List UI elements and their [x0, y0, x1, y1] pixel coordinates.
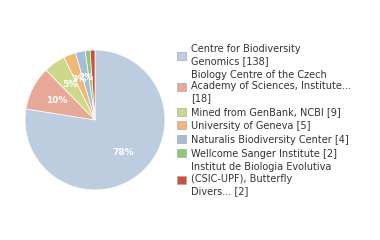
Text: 3%: 3%: [72, 75, 87, 84]
Wedge shape: [76, 51, 95, 120]
Wedge shape: [85, 50, 95, 120]
Wedge shape: [46, 57, 95, 120]
Wedge shape: [26, 70, 95, 120]
Text: 10%: 10%: [46, 96, 67, 105]
Legend: Centre for Biodiversity
Genomics [138], Biology Centre of the Czech
Academy of S: Centre for Biodiversity Genomics [138], …: [177, 44, 351, 196]
Wedge shape: [25, 50, 165, 190]
Wedge shape: [90, 50, 95, 120]
Wedge shape: [64, 53, 95, 120]
Text: 78%: 78%: [112, 149, 134, 157]
Text: 2%: 2%: [78, 73, 93, 82]
Text: 5%: 5%: [62, 80, 78, 89]
